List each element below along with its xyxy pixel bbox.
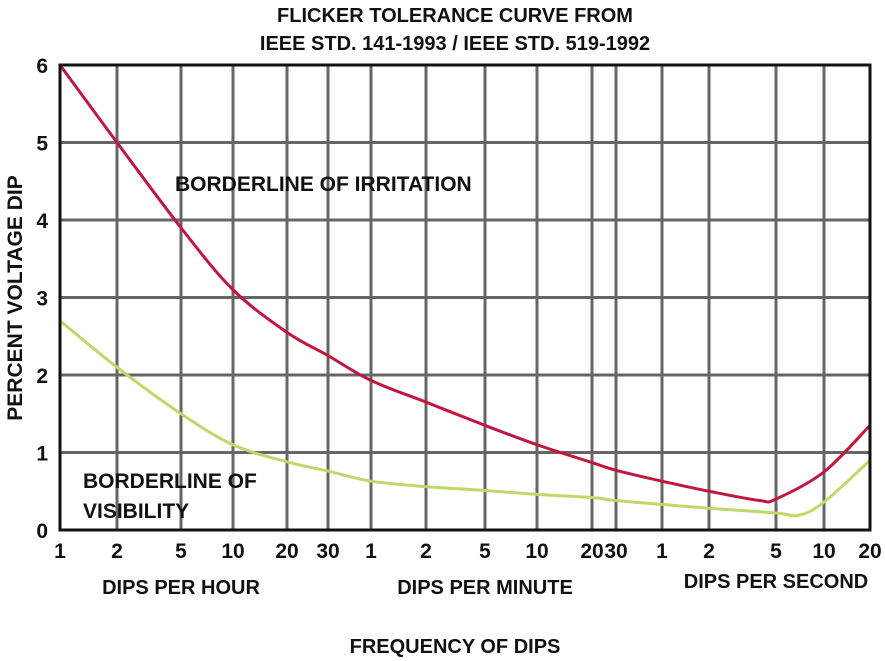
x-tick-label: 1: [54, 540, 66, 563]
x-group-minute: DIPS PER MINUTE: [397, 577, 573, 599]
x-tick-label: 5: [175, 540, 187, 563]
x-tick-label: 10: [525, 540, 548, 563]
x-tick-label: 20: [580, 540, 603, 563]
irritation-curve: [58, 64, 872, 504]
x-tick-label: 1: [656, 540, 668, 563]
y-tick-label: 4: [36, 210, 48, 233]
y-tick-label: 3: [36, 288, 48, 311]
annotation-irritation: BORDERLINE OF IRRITATION: [175, 173, 472, 196]
chart-title-line1: FLICKER TOLERANCE CURVE FROM: [277, 5, 633, 27]
x-tick-label: 20: [275, 540, 298, 563]
y-tick-label: 2: [36, 365, 48, 388]
annotation-visibility-2: VISIBILITY: [83, 500, 189, 523]
x-tick-label: 2: [420, 540, 432, 563]
x-tick-label: 5: [770, 540, 782, 563]
y-tick-label: 5: [36, 133, 48, 156]
x-tick-label: 1: [365, 540, 377, 563]
x-group-hour: DIPS PER HOUR: [102, 577, 260, 599]
y-tick-label: 1: [36, 443, 48, 466]
x-group-second: DIPS PER SECOND: [684, 571, 868, 593]
xlabel: FREQUENCY OF DIPS: [350, 636, 561, 658]
x-tick-label: 30: [316, 540, 339, 563]
plot-frame: [58, 63, 872, 532]
x-tick-labels: 1 2 5 10 20 30 1 2 5 10 20 30 1 2 5 10 20: [54, 540, 882, 563]
ylabel: PERCENT VOLTAGE DIP: [4, 175, 27, 420]
y-tick-label: 0: [36, 520, 48, 543]
x-tick-label: 30: [604, 540, 627, 563]
chart-title-line2: IEEE STD. 141-1993 / IEEE STD. 519-1992: [260, 33, 650, 55]
grid: [58, 63, 872, 532]
x-tick-label: 5: [479, 540, 491, 563]
x-tick-label: 10: [221, 540, 244, 563]
x-tick-label: 10: [812, 540, 835, 563]
x-tick-label: 2: [111, 540, 123, 563]
y-tick-label: 6: [36, 55, 48, 78]
y-tick-labels: 0 1 2 3 4 5 6: [36, 55, 48, 543]
x-tick-label: 2: [703, 540, 715, 563]
x-tick-label: 20: [858, 540, 881, 563]
annotation-visibility-1: BORDERLINE OF: [83, 470, 257, 493]
series-lines: [58, 64, 872, 518]
visibility-curve: [59, 319, 872, 518]
